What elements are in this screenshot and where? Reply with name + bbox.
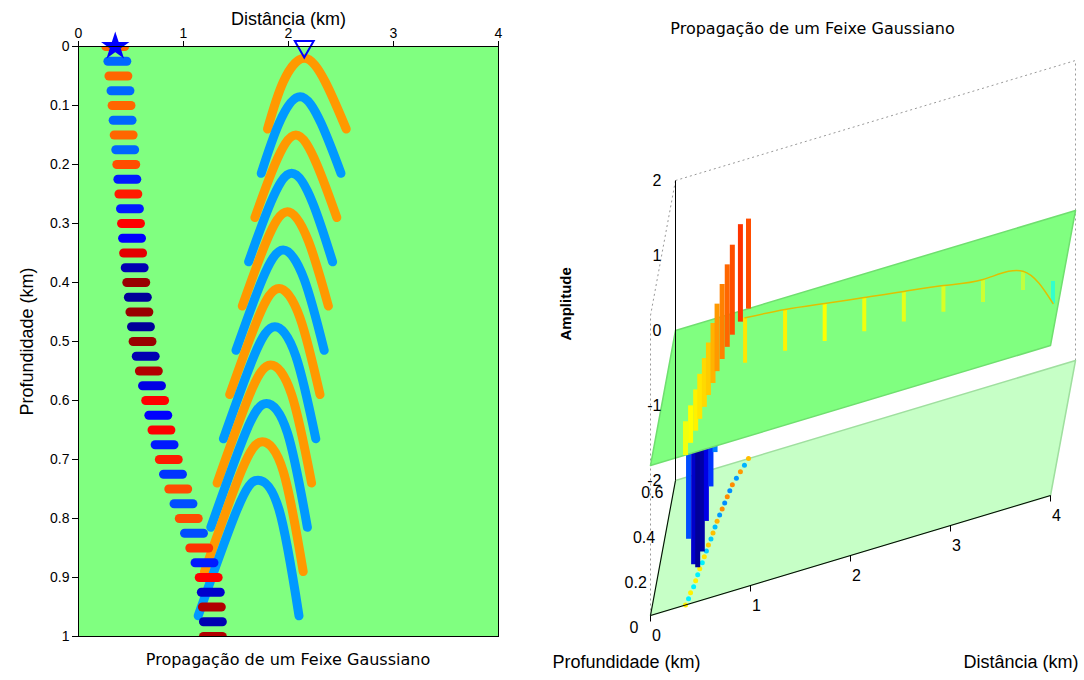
- svg-text:-2: -2: [647, 472, 661, 489]
- svg-text:0: 0: [630, 619, 639, 636]
- svg-text:0.4: 0.4: [50, 274, 70, 290]
- svg-text:0.5: 0.5: [50, 333, 70, 349]
- svg-text:0.8: 0.8: [50, 510, 70, 526]
- svg-text:1: 1: [752, 597, 761, 614]
- svg-text:0.2: 0.2: [50, 156, 70, 172]
- svg-text:0.6: 0.6: [641, 483, 664, 501]
- svg-text:Profundidade (km): Profundidade (km): [553, 652, 701, 672]
- svg-text:2: 2: [852, 567, 861, 584]
- svg-text:Distância (km): Distância (km): [963, 652, 1078, 672]
- svg-text:0.7: 0.7: [50, 451, 70, 467]
- svg-text:0.6: 0.6: [50, 392, 70, 408]
- svg-text:0: 0: [75, 25, 83, 41]
- svg-text:Distância (km): Distância (km): [231, 9, 346, 29]
- svg-text:Profundidade (km): Profundidade (km): [17, 267, 37, 415]
- svg-text:1: 1: [62, 628, 70, 644]
- svg-text:4: 4: [495, 25, 503, 41]
- svg-text:0: 0: [653, 322, 662, 339]
- svg-text:-1: -1: [647, 397, 661, 414]
- svg-text:1: 1: [180, 25, 188, 41]
- svg-text:3: 3: [952, 537, 961, 554]
- svg-text:2: 2: [284, 24, 293, 41]
- svg-text:1: 1: [653, 247, 662, 264]
- svg-text:0.9: 0.9: [50, 569, 70, 585]
- svg-text:0: 0: [652, 627, 661, 644]
- html-text:Propagação de um Feixe Gaussia: Propagação de um Feixe Gaussiano: [145, 650, 431, 669]
- svg-text:0.1: 0.1: [50, 97, 70, 113]
- svg-text:0: 0: [62, 38, 70, 54]
- svg-text:Amplitude: Amplitude: [557, 267, 574, 340]
- svg-text:3: 3: [390, 25, 398, 41]
- svg-text:Propagação de um Feixe Gaussia: Propagação de um Feixe Gaussiano: [670, 19, 954, 38]
- svg-text:0.2: 0.2: [625, 574, 647, 591]
- svg-text:0.4: 0.4: [633, 529, 655, 546]
- svg-text:2: 2: [653, 172, 662, 189]
- svg-text:0.3: 0.3: [50, 215, 70, 231]
- svg-text:4: 4: [1052, 507, 1061, 524]
